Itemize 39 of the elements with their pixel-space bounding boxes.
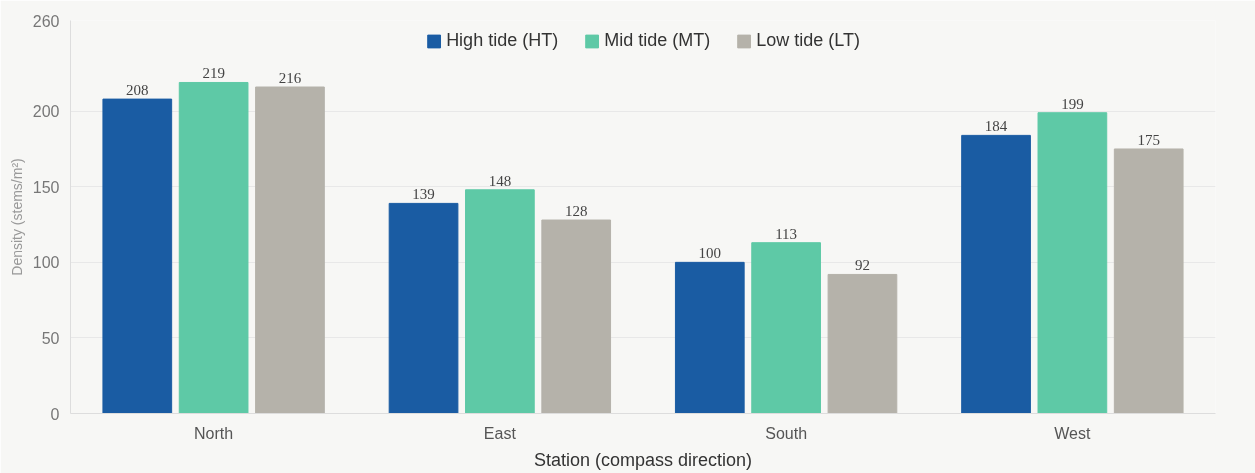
bar [1037,112,1108,414]
x-tick-label: East [483,424,517,442]
bar [674,261,745,414]
x-tick-label: North [194,424,234,442]
y-tick-label: 200 [32,103,60,121]
y-tick-label: 260 [32,12,60,30]
x-axis-title: Station (compass direction) [533,449,753,470]
data-label: 139 [412,186,435,203]
data-label: 113 [775,225,798,242]
y-tick-label: 0 [50,405,60,423]
bar [541,219,612,414]
data-label: 219 [202,65,225,82]
y-tick-label: 100 [32,254,60,272]
data-label: 128 [564,203,588,220]
legend-label: Low tide (LT) [756,30,860,51]
data-label: 216 [278,70,302,87]
bar [255,86,325,414]
y-tick-label: 150 [32,178,60,196]
data-label: 199 [1061,95,1084,112]
bar [961,134,1031,414]
data-label: 92 [854,257,870,274]
data-label: 100 [698,245,722,262]
bar [178,81,249,414]
bar [102,98,173,414]
data-label: 184 [984,118,1008,135]
legend-label: High tide (HT) [446,30,559,51]
y-tick-label: 50 [41,329,60,347]
bar [827,273,898,414]
y-axis-title: Density (stems/m²) [8,158,25,276]
data-label: 148 [488,172,512,189]
x-tick-label: South [765,424,808,442]
legend-label: Mid tide (MT) [604,30,711,51]
bar [751,242,821,414]
bar [1113,148,1184,414]
data-label: 175 [1137,131,1160,148]
bar [465,189,535,414]
data-label: 208 [126,82,149,99]
bar [388,202,459,414]
x-tick-label: West [1054,424,1092,442]
